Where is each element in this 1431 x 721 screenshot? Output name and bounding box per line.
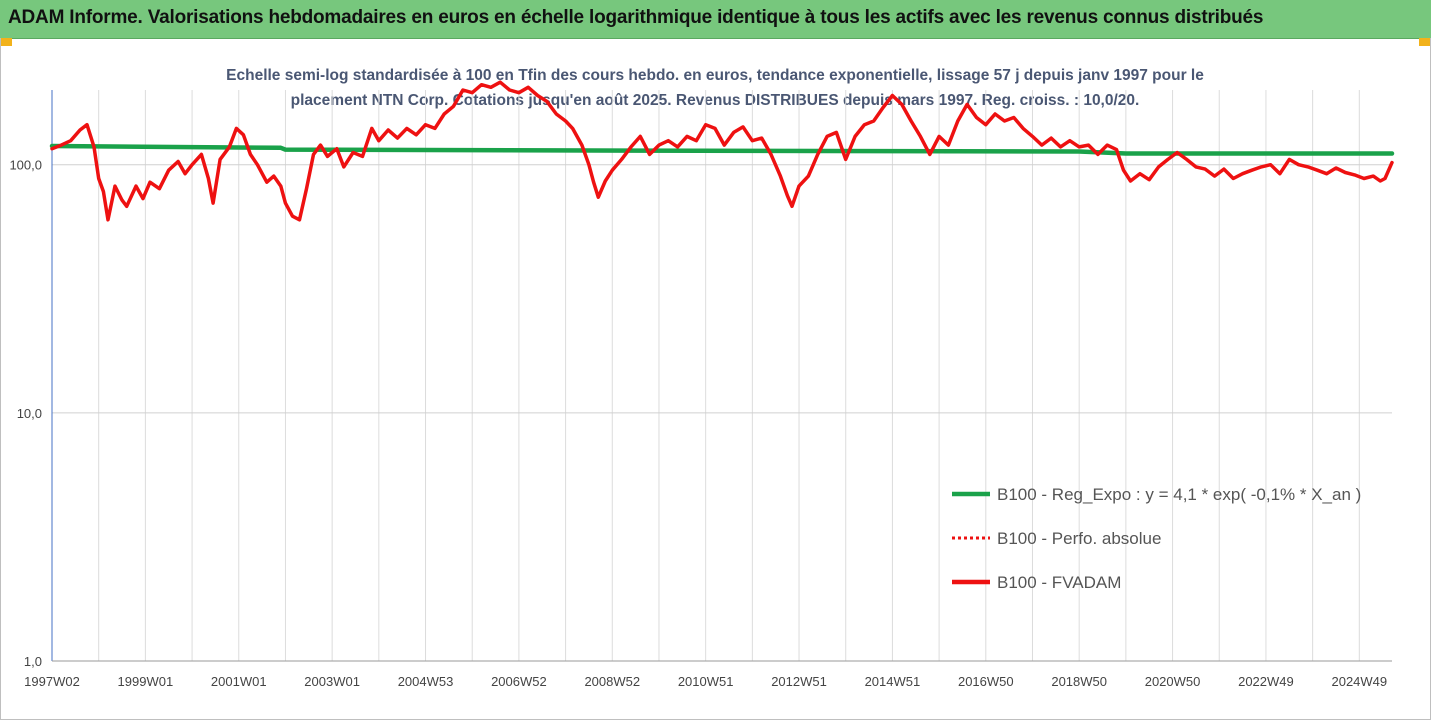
chart-subtitle-line-2: placement NTN Corp. Cotations jusqu'en a… (290, 92, 1140, 109)
x-tick-label: 2010W51 (678, 674, 734, 689)
corner-marker-left (0, 38, 12, 46)
trend-series-line (49, 143, 1395, 156)
gridlines (51, 90, 1392, 661)
y-tick-label: 100,0 (9, 158, 42, 173)
x-tick-label: 2003W01 (304, 674, 360, 689)
x-tick-label: 2018W50 (1051, 674, 1107, 689)
legend-label: B100 - FVADAM (997, 573, 1121, 592)
x-tick-label: 2014W51 (865, 674, 921, 689)
x-tick-label: 1997W02 (24, 674, 80, 689)
axes: 1,0 10,0 100,0 1997W02 1999W01 2001W01 2003W01… (9, 90, 1392, 689)
x-tick-label: 2008W52 (584, 674, 640, 689)
chart-subtitle-line-1: Echelle semi-log standardisée à 100 en T… (226, 67, 1204, 84)
x-tick-label: 2001W01 (211, 674, 267, 689)
fvadam-series-line (50, 80, 1394, 222)
x-tick-label: 2016W50 (958, 674, 1014, 689)
y-tick-label: 1,0 (24, 654, 42, 669)
x-tick-label: 2004W53 (398, 674, 454, 689)
x-tick-label: 2024W49 (1331, 674, 1387, 689)
x-tick-label: 2012W51 (771, 674, 827, 689)
x-tick-label: 2022W49 (1238, 674, 1294, 689)
legend-label: B100 - Perfo. absolue (997, 529, 1161, 548)
series-lines (49, 80, 1395, 222)
report-banner: ADAM Informe. Valorisations hebdomadaire… (0, 0, 1431, 39)
corner-marker-right (1419, 38, 1431, 46)
x-tick-label: 1999W01 (118, 674, 174, 689)
legend: B100 - Reg_Expo : y = 4,1 * exp( -0,1% *… (952, 485, 1361, 592)
legend-label: B100 - Reg_Expo : y = 4,1 * exp( -0,1% *… (997, 485, 1361, 504)
x-tick-label: 2006W52 (491, 674, 547, 689)
report-title: ADAM Informe. Valorisations hebdomadaire… (8, 7, 1264, 28)
y-tick-label: 10,0 (17, 406, 42, 421)
x-tick-label: 2020W50 (1145, 674, 1201, 689)
